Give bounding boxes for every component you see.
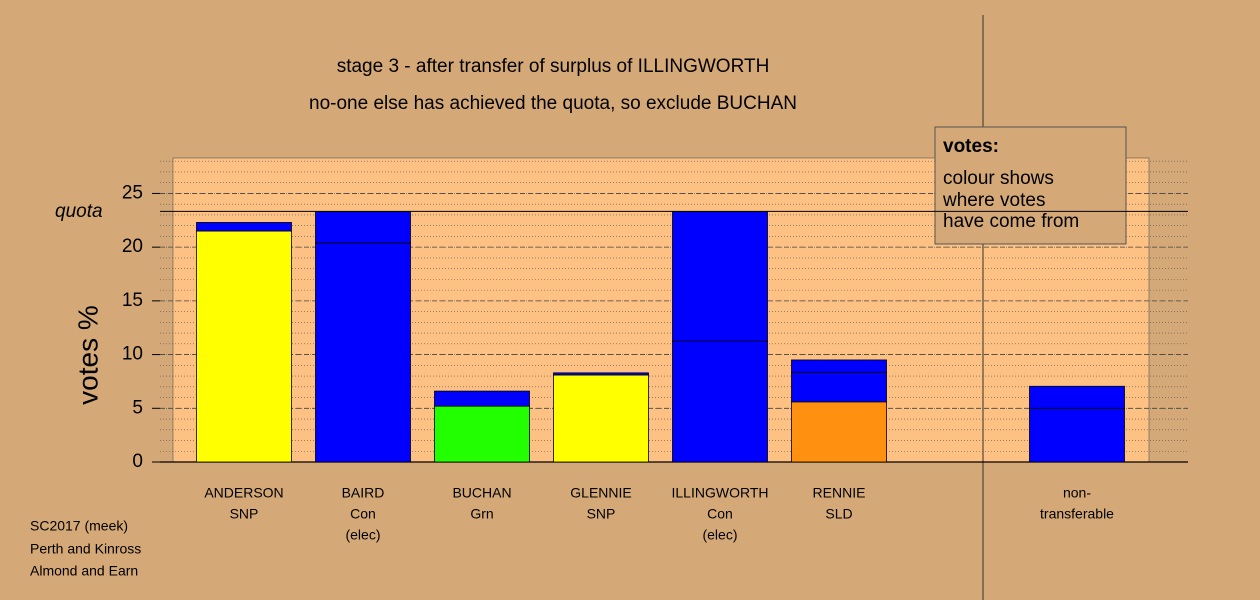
bar-segment [196,230,292,463]
bars [196,211,1125,463]
x-tick-label: Grn [470,506,493,522]
bar-segment [791,401,887,463]
x-tick-label: (elec) [702,527,737,543]
x-tick-label: RENNIE [813,485,866,501]
bar-segment [315,211,411,244]
bar-segment [434,390,530,407]
x-tick-label: non- [1063,485,1091,501]
x-tick-label: (elec) [345,527,380,543]
legend-line: colour shows [943,168,1054,189]
bar-segment [315,242,411,463]
bar-segment [791,359,887,373]
x-tick-label: ANDERSON [204,485,283,501]
bar-segment [672,340,768,463]
footnote: SC2017 (meek) [30,518,128,534]
x-tick-label: transferable [1040,506,1114,522]
bar-segment [196,222,292,232]
bar-segment [1029,407,1125,463]
legend-box [934,126,1127,245]
bar-segment [672,211,768,342]
bar-segment [1029,385,1125,409]
quota-label: quota [55,201,103,222]
bar-segment [553,374,649,463]
x-tick-label: Con [350,506,376,522]
legend-title: votes: [943,136,999,157]
y-tick-label: 15 [122,290,143,311]
y-tick-label: 0 [132,451,143,472]
x-tick-label: Con [707,506,733,522]
x-tick-label: SNP [230,506,259,522]
y-tick-label: 10 [122,344,143,365]
x-tick-label: SNP [587,506,616,522]
y-tick-label: 5 [132,397,143,418]
chart-subtitle: no-one else has achieved the quota, so e… [309,93,797,114]
x-tick-label: ILLINGWORTH [672,485,769,501]
x-tick-label: BAIRD [342,485,385,501]
legend-line: have come from [943,211,1079,232]
bar-segment [791,371,887,403]
y-tick-label: 20 [122,236,143,257]
bar-segment [553,372,649,376]
footnote: Perth and Kinross [30,541,141,557]
footnote: Almond and Earn [30,563,138,579]
x-tick-label: GLENNIE [570,485,631,501]
legend: votes: colour shows where votes have com… [934,126,1127,245]
y-tick-label: 25 [122,182,143,203]
bar-segment [434,405,530,463]
chart-title: stage 3 - after transfer of surplus of I… [337,56,770,77]
legend-line: where votes [942,190,1045,211]
y-axis-label: votes % [72,305,103,405]
x-tick-label: SLD [825,506,852,522]
x-tick-label: BUCHAN [452,485,511,501]
